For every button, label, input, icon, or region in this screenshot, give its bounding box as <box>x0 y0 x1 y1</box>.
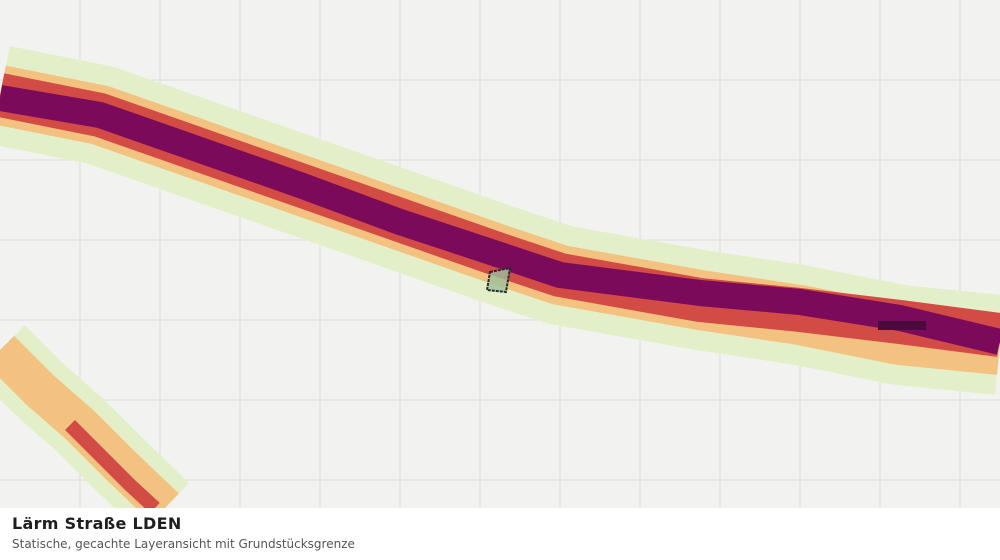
parcel-boundary[interactable] <box>485 266 512 294</box>
layer-title: Lärm Straße LDEN <box>12 514 182 533</box>
noise-map <box>0 0 1000 508</box>
noise-band-secondary <box>0 325 190 508</box>
caption: Lärm Straße LDEN Statische, gecachte Lay… <box>0 508 1000 560</box>
layer-subtitle: Statische, gecachte Layeransicht mit Gru… <box>12 537 355 551</box>
noise-band-main <box>0 45 1000 395</box>
